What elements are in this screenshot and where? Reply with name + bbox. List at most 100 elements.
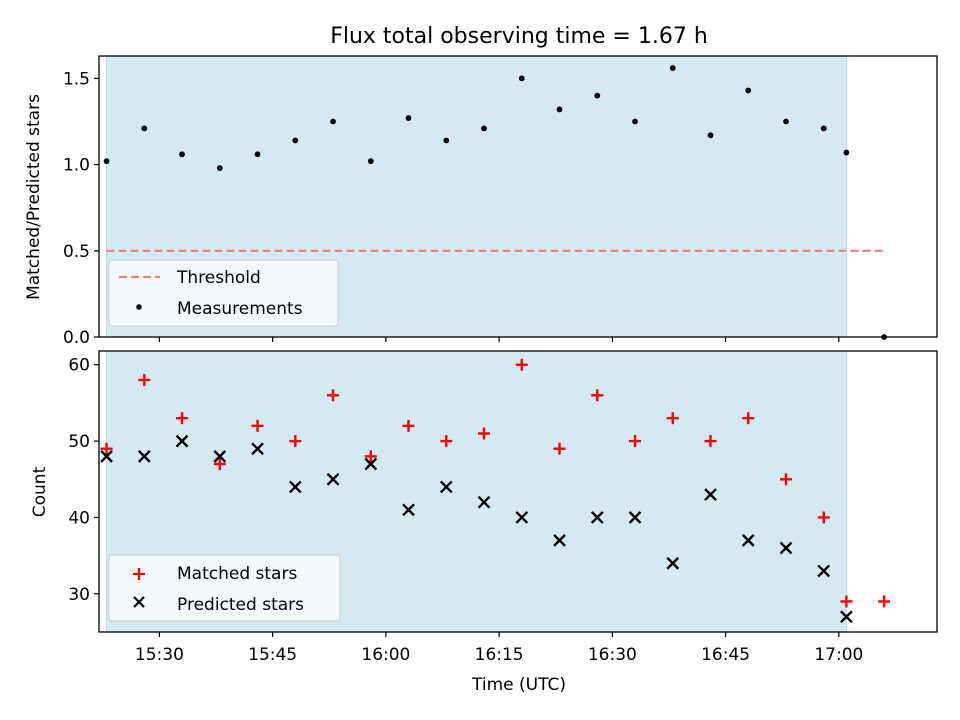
measurement-point [254, 151, 261, 158]
matched-stars-point [742, 412, 755, 425]
matched-stars-point [402, 419, 415, 432]
top-y-tick-label: 1.0 [63, 156, 90, 176]
measurement-point [669, 65, 676, 71]
matched-stars-point [591, 389, 604, 402]
measurement-point [594, 92, 601, 99]
threshold-legend-label: Threshold [176, 268, 261, 288]
matched-stars-point [878, 595, 891, 608]
bottom-y-tick-label: 30 [68, 585, 90, 605]
bottom-legend: Matched stars Predicted stars [108, 554, 341, 622]
predicted-stars-point [666, 556, 680, 570]
predicted-stars-point [515, 511, 529, 524]
bottom-marks [100, 358, 891, 624]
top-y-tick-label: 0.5 [63, 242, 90, 262]
matched-stars-legend-label: Matched stars [177, 564, 297, 584]
measurement-point [216, 165, 223, 171]
matched-stars-point [327, 389, 340, 402]
x-tick-label: 16:45 [701, 645, 750, 665]
bottom-x-ticks: 15:30 15:45 16:00 16:15 16:30 16:45 17:00 [135, 632, 863, 665]
x-tick-label: 16:30 [588, 645, 637, 665]
x-tick-label: 16:00 [361, 645, 410, 665]
top-y-axis-label: Matched/Predicted stars [24, 94, 44, 300]
bottom-y-ticks: 30 40 50 60 [68, 356, 99, 605]
matched-stars-point [515, 358, 528, 371]
bottom-y-tick-label: 50 [68, 432, 90, 452]
predicted-stars-point [779, 541, 793, 555]
measurement-point [518, 75, 525, 82]
matched-stars-legend-key [133, 568, 145, 580]
x-tick-label: 15:30 [135, 645, 184, 665]
matched-stars-point [138, 374, 151, 387]
measurement-point [481, 125, 487, 132]
predicted-stars-point [590, 511, 604, 524]
top-panel: 0.0 0.5 1.0 1.5 Matched/Predicted stars Thr… [24, 55, 938, 348]
measurement-point [783, 118, 789, 125]
top-y-tick-label: 0.0 [63, 328, 90, 348]
predicted-stars-point [553, 534, 566, 547]
predicted-stars-point [100, 450, 113, 463]
predicted-stars-point [288, 480, 302, 494]
measurement-point [367, 158, 374, 165]
predicted-stars-point [364, 457, 378, 471]
predicted-stars-point [251, 442, 264, 456]
matched-stars-point [704, 435, 717, 448]
measurement-point [330, 118, 336, 125]
top-legend-box [108, 259, 339, 327]
measurements-legend-key [136, 304, 142, 310]
top-marks [103, 65, 888, 340]
top-y-tick-label: 1.5 [63, 69, 90, 89]
matched-stars-point [780, 473, 793, 486]
bottom-y-tick-label: 60 [68, 356, 90, 376]
predicted-stars-point [704, 488, 717, 501]
matched-stars-point [289, 435, 302, 448]
predicted-stars-point [326, 472, 340, 486]
bottom-axes-frame [98, 350, 938, 633]
predicted-stars-point [213, 450, 227, 463]
top-y-ticks: 0.0 0.5 1.0 1.5 [63, 69, 99, 348]
x-tick-label: 15:45 [248, 645, 297, 665]
measurement-point [745, 87, 752, 94]
predicted-stars-point [477, 495, 491, 509]
measurement-point [443, 137, 450, 144]
predicted-stars-point [137, 450, 151, 463]
matched-stars-point [364, 450, 377, 463]
top-legend: Threshold Measurements [108, 259, 339, 327]
matched-stars-point [440, 435, 453, 448]
measurement-point [843, 149, 850, 156]
matched-stars-point [100, 442, 113, 455]
predicted-stars-point [840, 610, 853, 624]
predicted-stars-legend-label: Predicted stars [177, 595, 304, 615]
x-tick-label: 16:15 [475, 645, 524, 665]
matched-stars-point [840, 595, 853, 608]
measurements-legend-label: Measurements [177, 299, 303, 319]
predicted-stars-legend-key [133, 596, 145, 608]
measurement-point [707, 132, 714, 139]
matched-stars-point [251, 419, 264, 432]
matched-stars-point [553, 442, 566, 455]
measurement-point [179, 151, 185, 158]
bottom-y-tick-label: 40 [68, 508, 90, 528]
predicted-stars-point [439, 480, 453, 494]
predicted-stars-point [741, 534, 755, 547]
bottom-y-axis-label: Count [30, 466, 50, 517]
matched-stars-point [176, 412, 189, 425]
measurement-point [556, 106, 563, 113]
matched-stars-point [817, 511, 830, 524]
matched-stars-point [629, 435, 642, 448]
matched-stars-point [213, 458, 226, 471]
measurement-point [103, 158, 110, 165]
predicted-stars-point [817, 564, 831, 578]
top-axes-frame [98, 55, 938, 338]
measurement-point [292, 137, 299, 144]
matched-stars-point [478, 427, 491, 440]
measurement-point [820, 125, 827, 132]
chart-title: Flux total observing time = 1.67 h [330, 24, 708, 49]
x-axis-label: Time (UTC) [471, 675, 566, 695]
top-x-ticks [158, 337, 840, 342]
predicted-stars-point [402, 503, 415, 517]
matched-stars-point [666, 412, 679, 425]
bottom-legend-box [108, 554, 341, 622]
measurement-point [141, 125, 148, 132]
